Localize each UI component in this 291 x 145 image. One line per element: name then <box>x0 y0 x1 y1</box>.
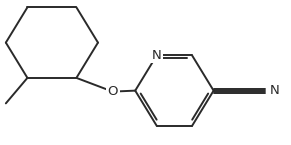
Text: N: N <box>152 49 162 62</box>
Text: O: O <box>107 85 118 98</box>
Text: N: N <box>269 84 279 97</box>
